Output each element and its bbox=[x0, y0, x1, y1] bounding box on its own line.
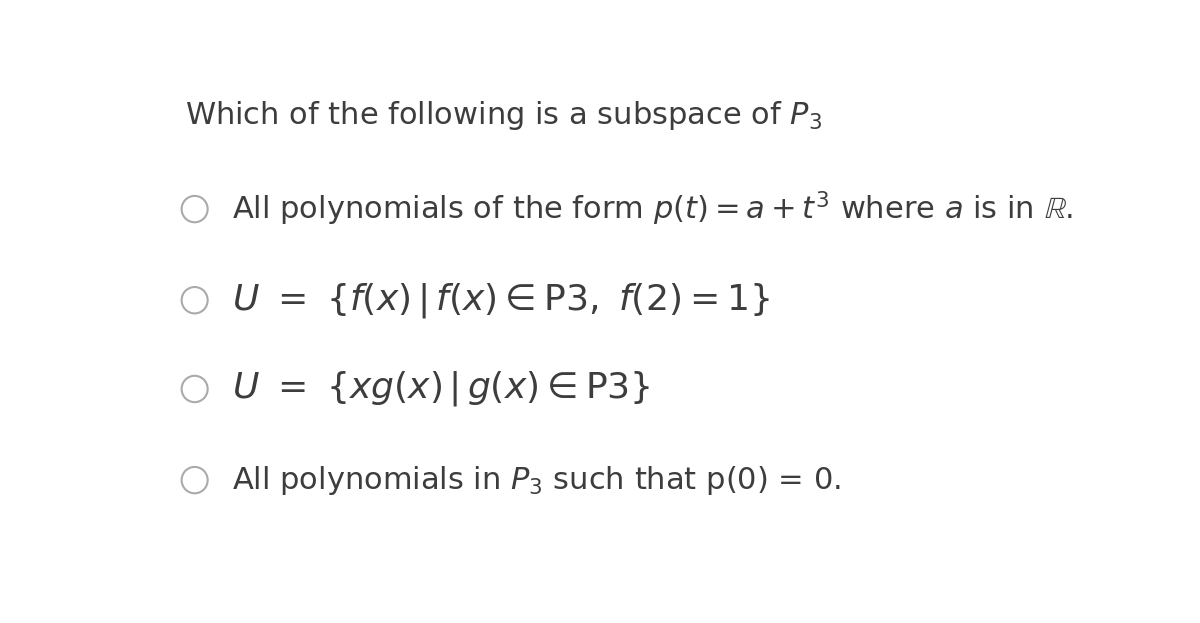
Text: All polynomials in $\mathit{P}_3$ such that p(0) = 0.: All polynomials in $\mathit{P}_3$ such t… bbox=[232, 464, 841, 497]
Text: $\mathit{U}\ =\ \{\mathit{f}(\mathit{x})\,|\,\mathit{f}(\mathit{x}) \in \mathrm{: $\mathit{U}\ =\ \{\mathit{f}(\mathit{x})… bbox=[232, 281, 770, 320]
Text: Which of the following is a subspace of $\mathit{P}_3$: Which of the following is a subspace of … bbox=[185, 99, 822, 132]
Text: $\mathit{U}\ =\ \{\mathit{xg}(\mathit{x})\,|\,\mathit{g}(\mathit{x}) \in \mathrm: $\mathit{U}\ =\ \{\mathit{xg}(\mathit{x}… bbox=[232, 369, 650, 409]
Text: All polynomials of the form $\mathit{p}\mathit{(t)} = \mathit{a} + \mathit{t}^3$: All polynomials of the form $\mathit{p}\… bbox=[232, 190, 1073, 228]
